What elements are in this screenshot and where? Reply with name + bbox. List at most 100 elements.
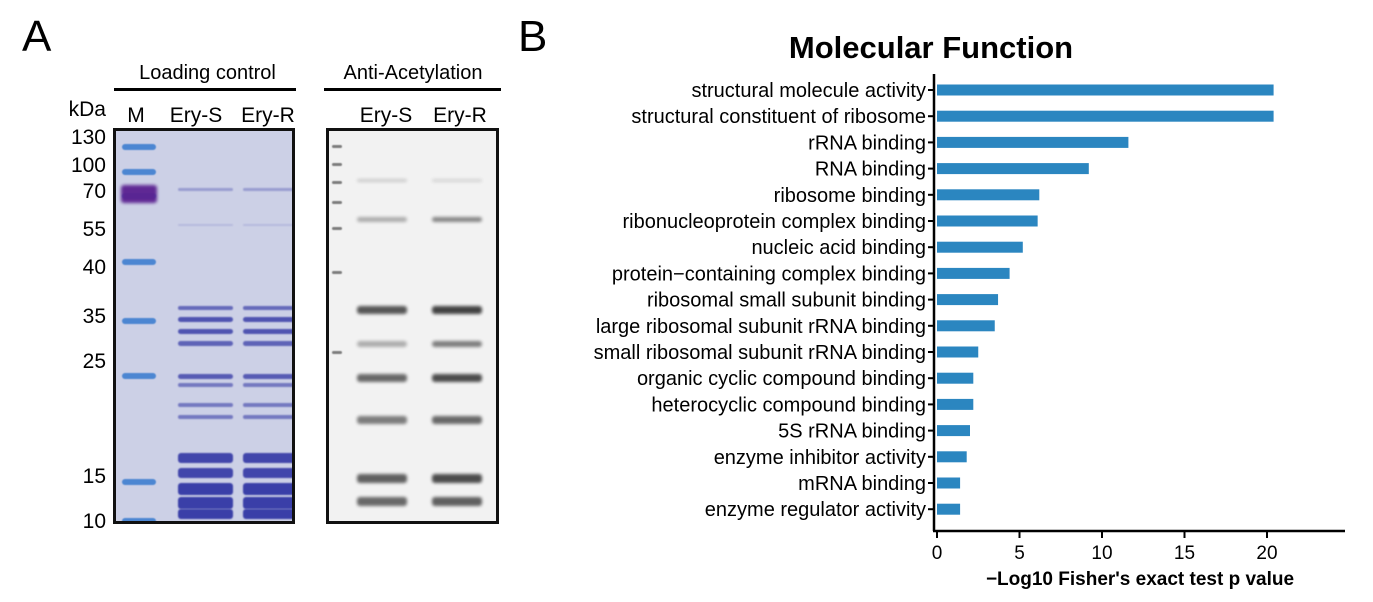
mw-marker-130: 130: [70, 126, 106, 149]
category-label-7: protein−containing complex binding: [612, 263, 926, 285]
coomassie-band: [243, 453, 292, 463]
western-band: [357, 306, 407, 314]
coomassie-band: [178, 306, 233, 310]
ladder-band: [122, 144, 156, 150]
coomassie-band: [178, 509, 233, 519]
bar-11: [937, 372, 974, 384]
bar-6: [937, 241, 1023, 253]
coomassie-band: [243, 497, 292, 509]
kda-label: kDa: [68, 98, 106, 121]
wb-lane-label-ery-s: Ery-S: [359, 104, 413, 127]
western-band: [357, 416, 407, 424]
coomassie-band: [243, 415, 292, 419]
anti-acetylation-title: Anti-Acetylation: [343, 62, 483, 84]
category-label-5: ribonucleoprotein complex binding: [622, 211, 926, 233]
western-band: [357, 341, 407, 347]
wb-ladder-mark: [332, 163, 342, 166]
coomassie-band: [178, 483, 233, 495]
category-label-6: nucleic acid binding: [751, 237, 926, 259]
coomassie-band: [178, 403, 233, 407]
ladder-band: [122, 318, 156, 324]
wb-ladder-mark: [332, 351, 342, 354]
western-band: [432, 217, 482, 222]
bar-1: [937, 110, 1274, 122]
category-label-4: ribosome binding: [774, 185, 926, 207]
coomassie-band: [243, 306, 292, 310]
western-band: [432, 416, 482, 424]
ladder-band: [122, 479, 156, 485]
mw-marker-25: 25: [82, 350, 106, 373]
category-label-2: rRNA binding: [808, 132, 926, 154]
wb-ladder-mark: [332, 145, 342, 148]
western-band: [432, 374, 482, 382]
ladder-band: [122, 169, 156, 175]
coomassie-band: [243, 509, 292, 519]
category-label-15: mRNA binding: [798, 473, 926, 495]
bar-4: [937, 189, 1040, 201]
lane-label-ery-s: Ery-S: [169, 104, 223, 127]
bar-10: [937, 346, 979, 358]
x-tick-label-3: 15: [1174, 543, 1195, 564]
coomassie-band: [243, 224, 292, 226]
loading-control-title: Loading control: [139, 62, 276, 84]
category-label-14: enzyme inhibitor activity: [714, 447, 926, 469]
bar-13: [937, 425, 970, 437]
lane-label-ery-r: Ery-R: [241, 104, 295, 127]
category-label-16: enzyme regulator activity: [705, 499, 926, 521]
western-band: [432, 179, 482, 182]
coomassie-band: [178, 374, 233, 379]
lane-label-m: M: [127, 104, 145, 127]
category-label-0: structural molecule activity: [691, 80, 926, 102]
bar-0: [937, 84, 1274, 96]
western-band: [432, 497, 482, 506]
bar-15: [937, 477, 961, 489]
western-band: [357, 217, 407, 222]
western-blot-image: [326, 128, 499, 524]
ladder-band-dark: [121, 185, 157, 203]
coomassie-band: [243, 403, 292, 407]
coomassie-band: [243, 341, 292, 346]
ladder-band: [122, 518, 156, 521]
bar-12: [937, 398, 974, 410]
coomassie-band: [243, 329, 292, 334]
ladder-band: [122, 259, 156, 265]
coomassie-band: [178, 468, 233, 478]
bar-5: [937, 215, 1038, 227]
chart-title: Molecular Function: [789, 30, 1073, 65]
western-band: [357, 179, 407, 182]
category-label-1: structural constituent of ribosome: [631, 106, 926, 128]
coomassie-band: [243, 468, 292, 478]
x-tick-label-1: 5: [1014, 543, 1025, 564]
western-band: [357, 497, 407, 506]
bar-14: [937, 451, 967, 463]
x-tick-label-0: 0: [932, 543, 943, 564]
coomassie-band: [243, 317, 292, 322]
bar-16: [937, 503, 961, 515]
anti-acetylation-underline: [324, 88, 501, 91]
mw-marker-100: 100: [70, 154, 106, 177]
wb-ladder-mark: [332, 271, 342, 274]
bar-7: [937, 267, 1010, 279]
coomassie-band: [243, 483, 292, 495]
coomassie-band: [178, 415, 233, 419]
coomassie-band: [178, 341, 233, 346]
category-label-13: 5S rRNA binding: [778, 421, 926, 443]
coomassie-band: [178, 224, 233, 226]
loading-control-underline: [114, 88, 296, 91]
wb-ladder-mark: [332, 181, 342, 184]
panel-a-label: A: [22, 12, 52, 61]
coomassie-band: [243, 383, 292, 387]
category-label-10: small ribosomal subunit rRNA binding: [594, 342, 926, 364]
mw-marker-10: 10: [82, 510, 106, 533]
coomassie-band: [178, 188, 233, 191]
mw-marker-15: 15: [82, 465, 106, 488]
x-tick-label-4: 20: [1256, 543, 1277, 564]
western-band: [432, 341, 482, 347]
western-band: [357, 474, 407, 483]
panel-b-label: B: [518, 12, 548, 61]
category-label-8: ribosomal small subunit binding: [647, 290, 926, 312]
coomassie-band: [243, 188, 292, 191]
bar-8: [937, 294, 999, 306]
mw-marker-40: 40: [82, 256, 106, 279]
ladder-band: [122, 373, 156, 379]
